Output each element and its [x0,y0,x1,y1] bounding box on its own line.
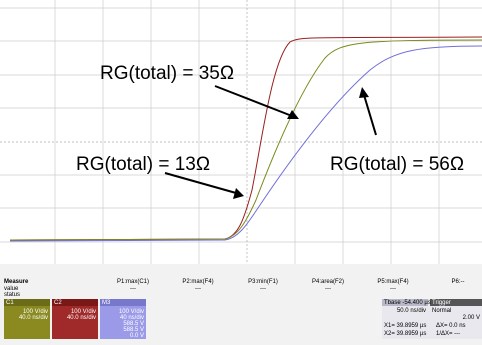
param-name: P5:max(F4) [377,279,408,285]
annotation: RG(total) = 35Ω [100,63,234,84]
scope-screen: RG(total) = 35Ω RG(total) = 13Ω RG(total… [0,0,482,345]
cursor-x2: X2= 39.8959 µs [384,331,426,337]
channel-name: M3 [102,300,111,306]
channel-name: C2 [54,300,62,306]
cursor-x1: X1= 39.8959 µs [384,323,426,329]
channel-offset: 40.0 ns/div [67,315,96,321]
param-value: --- [390,286,396,292]
trigger-mode: Normal [432,308,451,314]
trigger: Trigger [432,300,451,306]
trigger-level: 2.00 V [463,315,480,321]
rate: 50.0 ns/div [397,308,426,314]
annotation: RG(total) = 13Ω [76,154,210,175]
cursor-dx: ΔX= 0.0 ns [436,323,466,329]
param-name: P3:min(F1) [248,279,278,285]
tbase: Tbase -54.400 µs [384,300,431,306]
channel-offset: 40.0 ns/div [19,315,48,321]
channel-reading: 0.0 V [130,333,144,339]
param-name: P4:area(F2) [312,279,344,285]
param-name: P1:max(C1) [117,279,149,285]
param-value: --- [130,286,136,292]
cursor-inv: 1/ΔX= --- [436,331,460,337]
measure-row: status [4,292,20,298]
param-value: --- [325,286,331,292]
param-name: P6:-- [451,279,464,285]
param-value: --- [195,286,201,292]
param-value: --- [260,286,266,292]
annotation: RG(total) = 56Ω [330,154,464,175]
channel-name: C1 [6,300,14,306]
measure-title: Measure [4,279,29,285]
param-name: P2:max(F4) [182,279,213,285]
